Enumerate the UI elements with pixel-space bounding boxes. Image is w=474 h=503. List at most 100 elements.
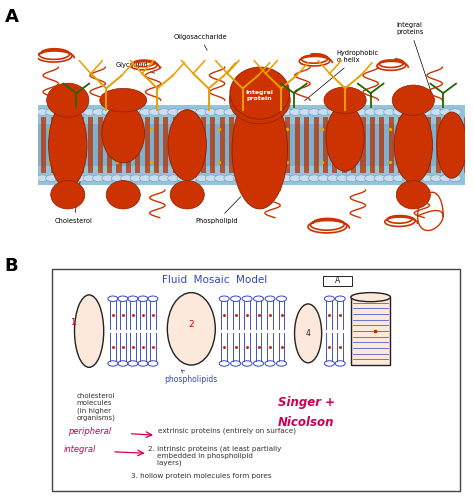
Circle shape (205, 175, 217, 182)
Circle shape (186, 175, 198, 182)
Text: Phospholipid: Phospholipid (196, 197, 241, 224)
Circle shape (402, 175, 414, 182)
Circle shape (168, 175, 180, 182)
Bar (145, 117, 150, 174)
Text: 2: 2 (189, 320, 194, 329)
Bar (426, 117, 431, 174)
Text: B: B (5, 257, 18, 275)
Text: Integral
protein: Integral protein (246, 90, 273, 101)
Bar (445, 117, 450, 174)
Circle shape (130, 175, 142, 182)
Bar (135, 117, 140, 174)
Circle shape (121, 109, 133, 115)
Bar (351, 297, 391, 365)
Bar (417, 117, 422, 174)
Circle shape (271, 109, 283, 115)
Bar (210, 117, 215, 174)
Bar (219, 117, 225, 174)
Text: Cholesterol: Cholesterol (55, 181, 93, 224)
Circle shape (421, 109, 433, 115)
Circle shape (383, 175, 395, 182)
Circle shape (111, 175, 123, 182)
Circle shape (215, 109, 227, 115)
Circle shape (177, 175, 189, 182)
Bar (436, 117, 441, 174)
Circle shape (262, 175, 273, 182)
Bar (98, 117, 103, 174)
Bar (60, 117, 65, 174)
Circle shape (130, 109, 142, 115)
Text: phospholipids: phospholipids (164, 370, 218, 384)
Text: A: A (5, 8, 18, 26)
Ellipse shape (294, 304, 322, 363)
Bar (164, 117, 168, 174)
Circle shape (318, 175, 330, 182)
Bar (201, 117, 206, 174)
Circle shape (102, 109, 114, 115)
Ellipse shape (102, 104, 145, 163)
Circle shape (374, 109, 386, 115)
Bar (126, 117, 131, 174)
Circle shape (102, 175, 114, 182)
Circle shape (393, 109, 405, 115)
Text: Nicolson: Nicolson (278, 416, 334, 429)
Bar (191, 117, 197, 174)
Circle shape (83, 109, 95, 115)
Ellipse shape (437, 112, 466, 178)
Circle shape (327, 175, 339, 182)
Circle shape (233, 109, 245, 115)
Bar (323, 276, 352, 286)
Bar (351, 117, 356, 174)
Circle shape (374, 175, 386, 182)
Circle shape (449, 109, 461, 115)
Circle shape (299, 175, 311, 182)
Circle shape (196, 109, 208, 115)
Circle shape (309, 109, 320, 115)
Text: integral: integral (64, 446, 97, 454)
Circle shape (224, 175, 236, 182)
Ellipse shape (167, 293, 215, 365)
Bar (276, 117, 281, 174)
Circle shape (149, 175, 161, 182)
Bar (360, 117, 365, 174)
Bar (295, 117, 300, 174)
Circle shape (158, 109, 170, 115)
Circle shape (46, 109, 57, 115)
Bar (379, 117, 384, 174)
Circle shape (421, 175, 433, 182)
Circle shape (55, 109, 67, 115)
Ellipse shape (74, 295, 104, 367)
Text: 4: 4 (306, 329, 310, 338)
Ellipse shape (232, 91, 287, 209)
Bar (332, 117, 337, 174)
Ellipse shape (230, 67, 290, 119)
Circle shape (346, 175, 358, 182)
Bar (229, 117, 234, 174)
Ellipse shape (168, 110, 206, 181)
Bar (454, 117, 459, 174)
Text: peripheral: peripheral (68, 428, 111, 436)
Bar (182, 117, 187, 174)
Circle shape (55, 175, 67, 182)
Bar (313, 117, 319, 174)
Bar (257, 117, 262, 174)
Circle shape (411, 109, 424, 115)
Bar (238, 117, 244, 174)
Circle shape (449, 175, 461, 182)
Text: Singer +: Singer + (277, 395, 335, 408)
Text: 1: 1 (70, 317, 75, 326)
Ellipse shape (396, 181, 430, 209)
Bar (88, 117, 93, 174)
Circle shape (92, 109, 104, 115)
Ellipse shape (49, 103, 87, 188)
Bar (38, 124, 465, 166)
Bar (51, 117, 56, 174)
Ellipse shape (324, 87, 366, 114)
Circle shape (440, 175, 452, 182)
Bar (38, 105, 465, 185)
Ellipse shape (46, 83, 89, 117)
Bar (304, 117, 309, 174)
Text: Oligosaccharide: Oligosaccharide (173, 34, 227, 50)
Circle shape (346, 109, 358, 115)
Text: Fluid  Mosaic  Model: Fluid Mosaic Model (162, 275, 267, 285)
